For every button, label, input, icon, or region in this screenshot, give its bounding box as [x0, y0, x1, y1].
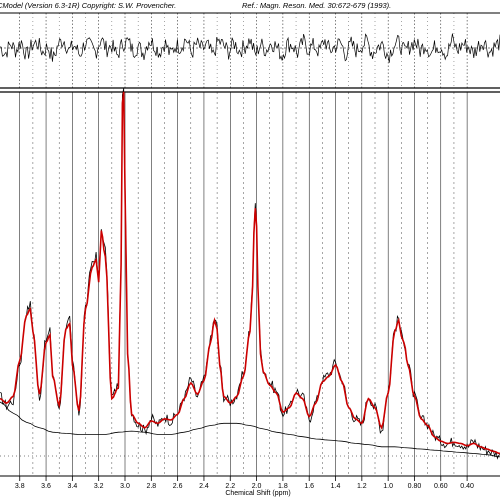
x-tick-label: 1.8 — [278, 483, 288, 490]
x-tick-label: 3.2 — [94, 483, 104, 490]
residual-panel — [0, 12, 500, 89]
x-tick-label: 2.4 — [199, 483, 209, 490]
residual-line — [0, 33, 500, 63]
x-tick-label: 2.6 — [173, 483, 183, 490]
x-tick-label: 3.6 — [41, 483, 51, 490]
x-tick-label: 0.40 — [460, 483, 474, 490]
x-tick-label: 2.0 — [252, 483, 262, 490]
x-tick-label: 1.0 — [383, 483, 393, 490]
x-tick-label: 3.0 — [120, 483, 130, 490]
x-tick-label: 0.60 — [434, 483, 448, 490]
copyright-text: CModel (Version 6.3-1R) Copyright: S.W. … — [0, 1, 177, 10]
x-tick-label: 2.8 — [146, 483, 156, 490]
baseline-line — [0, 401, 500, 458]
x-tick-label: 0.80 — [408, 483, 422, 490]
x-tick-label: 3.4 — [68, 483, 78, 490]
data-line — [0, 88, 500, 460]
x-tick-label: 2.2 — [225, 483, 235, 490]
x-tick-label: 1.6 — [304, 483, 314, 490]
reference-text: Ref.: Magn. Reson. Med. 30:672-679 (1993… — [242, 1, 392, 10]
x-tick-label: 1.2 — [357, 483, 367, 490]
x-tick-label: 1.4 — [331, 483, 341, 490]
fit-line — [0, 91, 500, 455]
main-panel: 3.8 3.6 3.4 3.2 3.0 2.8 2.6 2.4 2.2 2.0 1.8 1.6 1.4 1… — [0, 88, 500, 497]
x-tick-label: 3.8 — [15, 483, 25, 490]
x-axis-title: Chemical Shift (ppm) — [225, 490, 290, 497]
